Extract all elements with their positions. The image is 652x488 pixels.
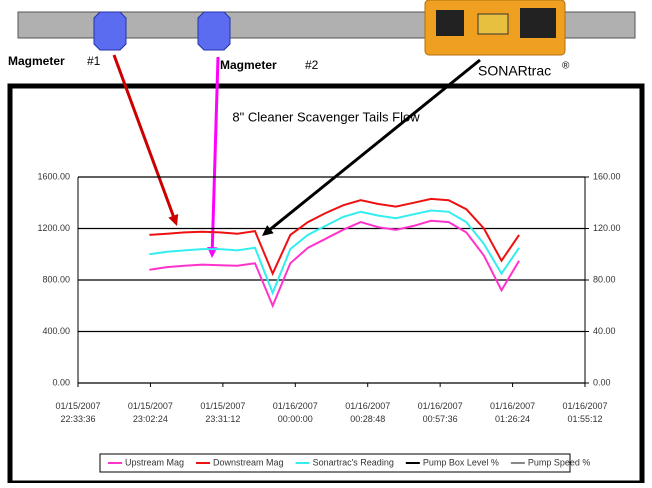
- screen: 8" Cleaner Scavenger Tails Flow Magmeter…: [0, 0, 652, 483]
- y-tick-label: 1200.00: [37, 223, 70, 233]
- annotation: ®: [562, 61, 570, 72]
- y2-tick-label: 160.00: [593, 171, 621, 181]
- annotation: Magmeter: [220, 58, 277, 72]
- y2-tick-label: 40.00: [593, 326, 616, 336]
- y2-tick-label: 120.00: [593, 223, 621, 233]
- legend-label: Upstream Mag: [125, 457, 184, 467]
- legend-label: Downstream Mag: [213, 457, 284, 467]
- device-part: [478, 14, 508, 34]
- chart-frame: [10, 86, 642, 483]
- y-tick-label: 800.00: [42, 274, 70, 284]
- magmeter-1: [94, 12, 126, 50]
- y-tick-label: 400.00: [42, 326, 70, 336]
- legend-label: Pump Box Level %: [423, 457, 499, 467]
- legend-label: Sonartrac's Reading: [313, 457, 394, 467]
- y2-tick-label: 0.00: [593, 377, 611, 387]
- annotation: Magmeter: [8, 54, 65, 68]
- y-tick-label: 1600.00: [37, 171, 70, 181]
- annotation: #2: [305, 58, 319, 72]
- y-tick-label: 0.00: [52, 377, 70, 387]
- device-part: [520, 8, 556, 38]
- y2-tick-label: 80.00: [593, 274, 616, 284]
- annotation: #1: [87, 54, 101, 68]
- magmeter-2: [198, 12, 230, 50]
- device-part: [436, 10, 464, 36]
- annotation: SONARtrac: [478, 63, 551, 79]
- chart-title: 8" Cleaner Scavenger Tails Flow: [232, 109, 420, 124]
- legend-label: Pump Speed %: [528, 457, 591, 467]
